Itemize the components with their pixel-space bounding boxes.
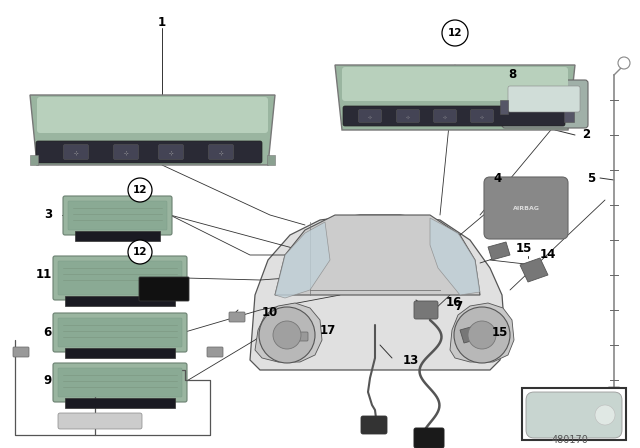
FancyBboxPatch shape <box>470 109 493 122</box>
Text: 9: 9 <box>44 374 52 387</box>
FancyBboxPatch shape <box>159 145 184 159</box>
Circle shape <box>618 57 630 69</box>
FancyBboxPatch shape <box>433 109 456 122</box>
Text: ⊹: ⊹ <box>74 151 78 155</box>
Polygon shape <box>488 242 510 260</box>
FancyBboxPatch shape <box>37 97 268 133</box>
FancyBboxPatch shape <box>502 80 588 128</box>
Text: 10: 10 <box>262 306 278 319</box>
FancyBboxPatch shape <box>13 347 29 357</box>
Polygon shape <box>275 222 330 298</box>
FancyBboxPatch shape <box>207 347 223 357</box>
Text: 12: 12 <box>132 185 147 195</box>
FancyBboxPatch shape <box>53 313 187 352</box>
FancyBboxPatch shape <box>414 301 438 319</box>
Polygon shape <box>255 303 322 362</box>
Circle shape <box>595 405 615 425</box>
Text: 14: 14 <box>540 249 556 262</box>
FancyBboxPatch shape <box>65 398 175 408</box>
Text: ⊹: ⊹ <box>124 151 128 155</box>
FancyBboxPatch shape <box>65 348 175 358</box>
FancyBboxPatch shape <box>209 145 234 159</box>
FancyBboxPatch shape <box>294 332 308 341</box>
Text: 17: 17 <box>320 323 336 336</box>
FancyBboxPatch shape <box>414 428 444 448</box>
Text: 6: 6 <box>44 326 52 339</box>
Text: 480170: 480170 <box>552 435 588 445</box>
FancyBboxPatch shape <box>397 109 419 122</box>
Polygon shape <box>520 258 548 282</box>
FancyBboxPatch shape <box>58 368 182 397</box>
FancyBboxPatch shape <box>65 296 175 306</box>
FancyBboxPatch shape <box>342 67 568 101</box>
FancyBboxPatch shape <box>361 416 387 434</box>
FancyBboxPatch shape <box>58 261 182 295</box>
FancyBboxPatch shape <box>522 388 626 440</box>
Text: 2: 2 <box>582 129 590 142</box>
Circle shape <box>273 321 301 349</box>
Text: 15: 15 <box>516 241 532 254</box>
Polygon shape <box>460 325 482 343</box>
Polygon shape <box>30 95 275 165</box>
FancyBboxPatch shape <box>53 256 187 300</box>
FancyBboxPatch shape <box>68 201 167 230</box>
FancyBboxPatch shape <box>139 277 189 301</box>
FancyBboxPatch shape <box>58 413 142 429</box>
FancyBboxPatch shape <box>267 155 275 165</box>
Polygon shape <box>250 215 505 370</box>
FancyBboxPatch shape <box>500 100 508 114</box>
FancyBboxPatch shape <box>564 108 574 122</box>
FancyBboxPatch shape <box>30 155 38 165</box>
Polygon shape <box>450 303 514 362</box>
Text: ⊹: ⊹ <box>219 151 223 155</box>
FancyBboxPatch shape <box>343 106 565 126</box>
FancyBboxPatch shape <box>358 109 381 122</box>
FancyBboxPatch shape <box>36 141 262 163</box>
Text: 7: 7 <box>454 301 462 314</box>
FancyBboxPatch shape <box>484 177 568 239</box>
Text: ⊹: ⊹ <box>169 151 173 155</box>
Text: ⊹: ⊹ <box>443 115 447 120</box>
Text: ⊹: ⊹ <box>368 115 372 120</box>
Text: 5: 5 <box>587 172 595 185</box>
Circle shape <box>454 307 510 363</box>
FancyBboxPatch shape <box>53 363 187 402</box>
FancyBboxPatch shape <box>229 312 245 322</box>
Circle shape <box>259 307 315 363</box>
Circle shape <box>128 178 152 202</box>
Text: 13: 13 <box>403 353 419 366</box>
Text: 12: 12 <box>132 247 147 257</box>
Text: 12: 12 <box>448 28 462 38</box>
Text: 16: 16 <box>446 297 462 310</box>
Text: 3: 3 <box>44 208 52 221</box>
FancyBboxPatch shape <box>58 318 182 347</box>
FancyBboxPatch shape <box>608 387 620 397</box>
Text: 15: 15 <box>492 327 508 340</box>
Polygon shape <box>430 218 480 295</box>
Text: 8: 8 <box>508 69 516 82</box>
FancyBboxPatch shape <box>508 86 580 112</box>
Polygon shape <box>335 65 575 130</box>
Circle shape <box>468 321 496 349</box>
FancyBboxPatch shape <box>113 145 138 159</box>
FancyBboxPatch shape <box>526 392 622 438</box>
FancyBboxPatch shape <box>63 196 172 235</box>
FancyBboxPatch shape <box>75 231 160 241</box>
Circle shape <box>442 20 468 46</box>
Text: ⊹: ⊹ <box>406 115 410 120</box>
Text: 1: 1 <box>158 16 166 29</box>
Circle shape <box>128 240 152 264</box>
Text: ⊹: ⊹ <box>480 115 484 120</box>
Polygon shape <box>275 215 480 295</box>
Text: AIRBAG: AIRBAG <box>513 206 540 211</box>
FancyBboxPatch shape <box>63 145 88 159</box>
Text: 4: 4 <box>494 172 502 185</box>
Text: 11: 11 <box>36 268 52 281</box>
